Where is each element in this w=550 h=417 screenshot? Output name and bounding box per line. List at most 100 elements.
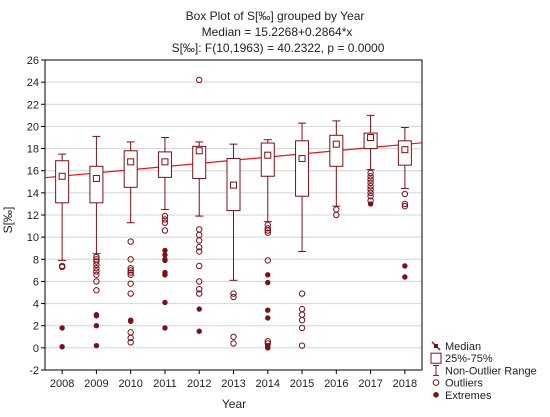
y-tick-label: 18	[27, 144, 39, 156]
outlier-point	[196, 226, 203, 233]
y-tick-label: 16	[27, 166, 39, 178]
chart-subtitle: Median = 15.2268+0.2864*x	[202, 25, 353, 39]
outlier-point	[93, 287, 100, 294]
x-tick-label: 2015	[290, 378, 314, 390]
outlier-point	[401, 200, 409, 208]
outlier-point	[127, 329, 134, 336]
box-2015	[295, 122, 310, 253]
outlier-point	[230, 340, 237, 347]
outlier-point	[367, 186, 374, 193]
outlier-point	[298, 311, 306, 318]
outlier-point	[127, 267, 134, 274]
outlier-point	[298, 305, 306, 313]
extreme-point	[93, 323, 100, 329]
outlier-point	[127, 238, 134, 245]
outlier-point	[161, 216, 169, 223]
box-2013	[226, 143, 241, 281]
box-2018	[397, 127, 412, 189]
y-tick-label: -2	[29, 365, 39, 377]
x-tick-label: 2008	[50, 378, 74, 390]
median-marker	[401, 146, 409, 154]
legend-box-icon	[430, 352, 442, 364]
outlier-point	[127, 264, 134, 272]
outlier-point	[58, 263, 66, 271]
outlier-point	[196, 278, 203, 285]
legend-item-outlier: Outliers	[432, 378, 483, 390]
y-tick-label: 26	[27, 55, 39, 67]
outlier-point	[367, 176, 374, 183]
outlier-point	[127, 290, 134, 297]
y-tick-label: 6	[33, 276, 39, 288]
median-marker	[367, 134, 375, 141]
x-tick-label: 2013	[221, 378, 245, 390]
y-axis-label: S[‰]	[1, 207, 15, 234]
x-tick-label: 2017	[358, 378, 382, 390]
iqr-box	[226, 158, 241, 212]
extreme-point	[162, 272, 168, 278]
extreme-point	[93, 313, 100, 319]
iqr-box	[89, 165, 104, 204]
x-tick-label: 2010	[118, 378, 142, 390]
extreme-point	[59, 325, 65, 331]
outlier-point	[264, 257, 271, 264]
extreme-point	[265, 307, 271, 313]
median-marker	[230, 181, 237, 189]
outlier-point	[230, 293, 237, 301]
extreme-point	[265, 279, 271, 286]
outlier-point	[298, 290, 306, 297]
chart-stat-line: S[‰]: F(10,1963) = 40.2322, p = 0.0000	[172, 41, 385, 55]
extreme-point	[162, 325, 168, 331]
outlier-point	[196, 285, 203, 293]
median-marker	[161, 158, 169, 166]
median-marker	[195, 147, 203, 155]
extreme-point	[265, 272, 271, 278]
box-2017	[363, 114, 378, 171]
outlier-point	[196, 290, 203, 297]
outlier-point	[196, 237, 203, 244]
y-tick-label: 8	[33, 254, 39, 266]
y-tick-label: 14	[27, 188, 39, 200]
outlier-point	[298, 342, 306, 349]
outlier-point	[127, 256, 134, 263]
x-axis-label: Year	[222, 397, 246, 411]
box-2016	[329, 120, 344, 207]
median-marker	[264, 151, 272, 159]
legend-item-box: 25%-75%	[430, 352, 493, 365]
extreme-point	[402, 263, 408, 269]
outlier-point	[367, 189, 374, 197]
outlier-point	[264, 225, 271, 232]
outlier-point	[333, 206, 340, 213]
outlier-point	[161, 212, 169, 220]
outlier-point	[230, 290, 237, 297]
y-tick-label: 10	[27, 232, 39, 244]
outlier-point	[127, 269, 134, 276]
iqr-box	[123, 150, 138, 188]
legend-label: Extremes	[445, 390, 492, 402]
median-marker	[332, 140, 340, 148]
outlier-point	[230, 333, 237, 340]
y-tick-label: 12	[27, 210, 39, 222]
outlier-point	[401, 190, 409, 198]
outlier-point	[93, 253, 100, 261]
outlier-point	[367, 179, 374, 187]
iqr-box	[295, 140, 310, 197]
x-tick-label: 2012	[187, 378, 211, 390]
boxes	[55, 114, 412, 281]
extreme-point	[162, 252, 168, 258]
outlier-point	[93, 268, 100, 275]
legend-label: 25%-75%	[445, 353, 493, 365]
box-2009	[89, 135, 104, 255]
median-marker	[127, 158, 135, 166]
outlier-points	[58, 76, 409, 351]
outlier-point	[367, 173, 374, 180]
x-tick-label: 2014	[256, 378, 280, 390]
extreme-point	[162, 257, 168, 264]
extreme-point	[93, 342, 100, 349]
extreme-point	[265, 345, 271, 351]
extreme-point	[367, 201, 374, 207]
outlier-point	[93, 271, 100, 278]
legend-label: Outliers	[445, 378, 483, 390]
